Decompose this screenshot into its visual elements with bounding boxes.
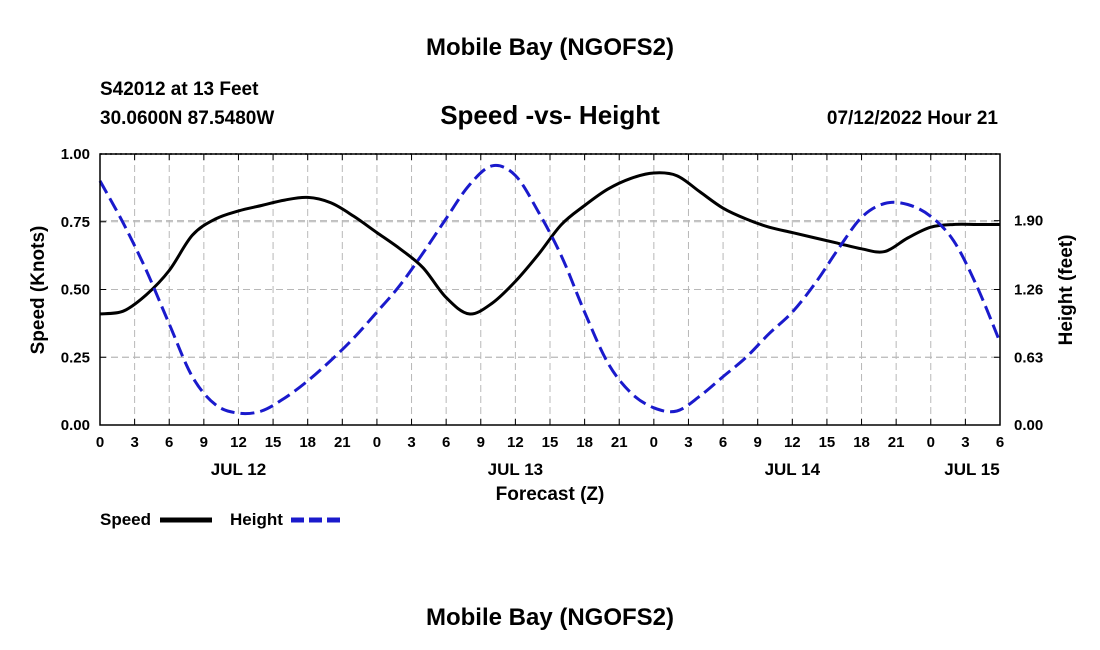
series-layer xyxy=(98,163,1002,416)
y-tick-label: 0.50 xyxy=(61,282,90,299)
series-line-height xyxy=(98,163,1002,416)
date-label: JUL 15 xyxy=(944,460,999,479)
series-line-speed xyxy=(99,171,1000,316)
y-tick-label: 0.75 xyxy=(61,214,90,231)
x-tick-label: 9 xyxy=(754,434,762,451)
x-tick-label: 15 xyxy=(265,434,282,451)
x-tick-label: 18 xyxy=(299,434,316,451)
x-tick-label: 6 xyxy=(719,434,727,451)
x-tick-label: 21 xyxy=(334,434,351,451)
x-tick-label: 0 xyxy=(373,434,381,451)
date-label: JUL 14 xyxy=(765,460,821,479)
y2-tick-label: 0.00 xyxy=(1014,417,1043,434)
footer-title: Mobile Bay (NGOFS2) xyxy=(426,604,674,631)
y-tick-label: 1.00 xyxy=(61,146,90,163)
x-tick-label: 12 xyxy=(784,434,801,451)
x-tick-label: 3 xyxy=(130,434,138,451)
x-tick-label: 21 xyxy=(611,434,628,451)
legend-height-label: Height xyxy=(230,510,283,529)
y2-tick-label: 1.26 xyxy=(1014,282,1043,299)
y2-tick-label: 0.63 xyxy=(1014,349,1043,366)
x-tick-label: 0 xyxy=(927,434,935,451)
x-tick-label: 3 xyxy=(961,434,969,451)
y-tick-label: 0.00 xyxy=(61,417,90,434)
x-tick-label: 0 xyxy=(96,434,104,451)
x-tick-label: 9 xyxy=(477,434,485,451)
y2-tick-label: 1.90 xyxy=(1014,213,1043,230)
x-tick-label: 6 xyxy=(165,434,173,451)
y2-axis-title: Height (feet) xyxy=(1056,235,1077,346)
x-tick-label: 18 xyxy=(853,434,870,451)
datetime-label: 07/12/2022 Hour 21 xyxy=(827,108,999,129)
x-tick-label: 15 xyxy=(819,434,836,451)
x-tick-label: 15 xyxy=(542,434,559,451)
y-axis-title: Speed (Knots) xyxy=(28,226,49,355)
x-tick-label: 9 xyxy=(200,434,208,451)
x-tick-label: 0 xyxy=(650,434,658,451)
y-tick-label: 0.25 xyxy=(61,349,90,366)
x-tick-label: 18 xyxy=(576,434,593,451)
x-tick-label: 3 xyxy=(407,434,415,451)
axes: 0 3 6 9 12 15 18 21 0 3 6 9 12 15 18 21 0 3 6 9 12 15 18 21 0 3 60… xyxy=(61,146,1043,479)
legend-speed-label: Speed xyxy=(100,510,151,529)
x-tick-label: 6 xyxy=(996,434,1004,451)
station-label: S42012 at 13 Feet xyxy=(100,79,259,100)
chart-title: Mobile Bay (NGOFS2) xyxy=(426,34,674,61)
date-label: JUL 12 xyxy=(211,460,266,479)
gridlines xyxy=(100,154,1000,425)
x-tick-label: 12 xyxy=(507,434,524,451)
chart-subtitle: Speed -vs- Height xyxy=(440,100,660,130)
x-axis-title: Forecast (Z) xyxy=(496,484,605,505)
x-tick-label: 21 xyxy=(888,434,905,451)
location-label: 30.0600N 87.5480W xyxy=(100,108,274,129)
date-label: JUL 13 xyxy=(488,460,543,479)
legend: Speed Height xyxy=(100,510,343,529)
x-tick-label: 3 xyxy=(684,434,692,451)
x-tick-label: 6 xyxy=(442,434,450,451)
x-tick-label: 12 xyxy=(230,434,247,451)
